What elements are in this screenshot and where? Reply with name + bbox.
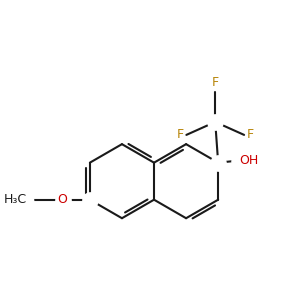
Text: F: F <box>247 128 254 141</box>
Text: F: F <box>176 128 183 141</box>
Text: OH: OH <box>239 154 259 167</box>
Text: O: O <box>58 193 68 206</box>
Text: F: F <box>212 76 219 89</box>
Text: H₃C: H₃C <box>4 193 27 206</box>
